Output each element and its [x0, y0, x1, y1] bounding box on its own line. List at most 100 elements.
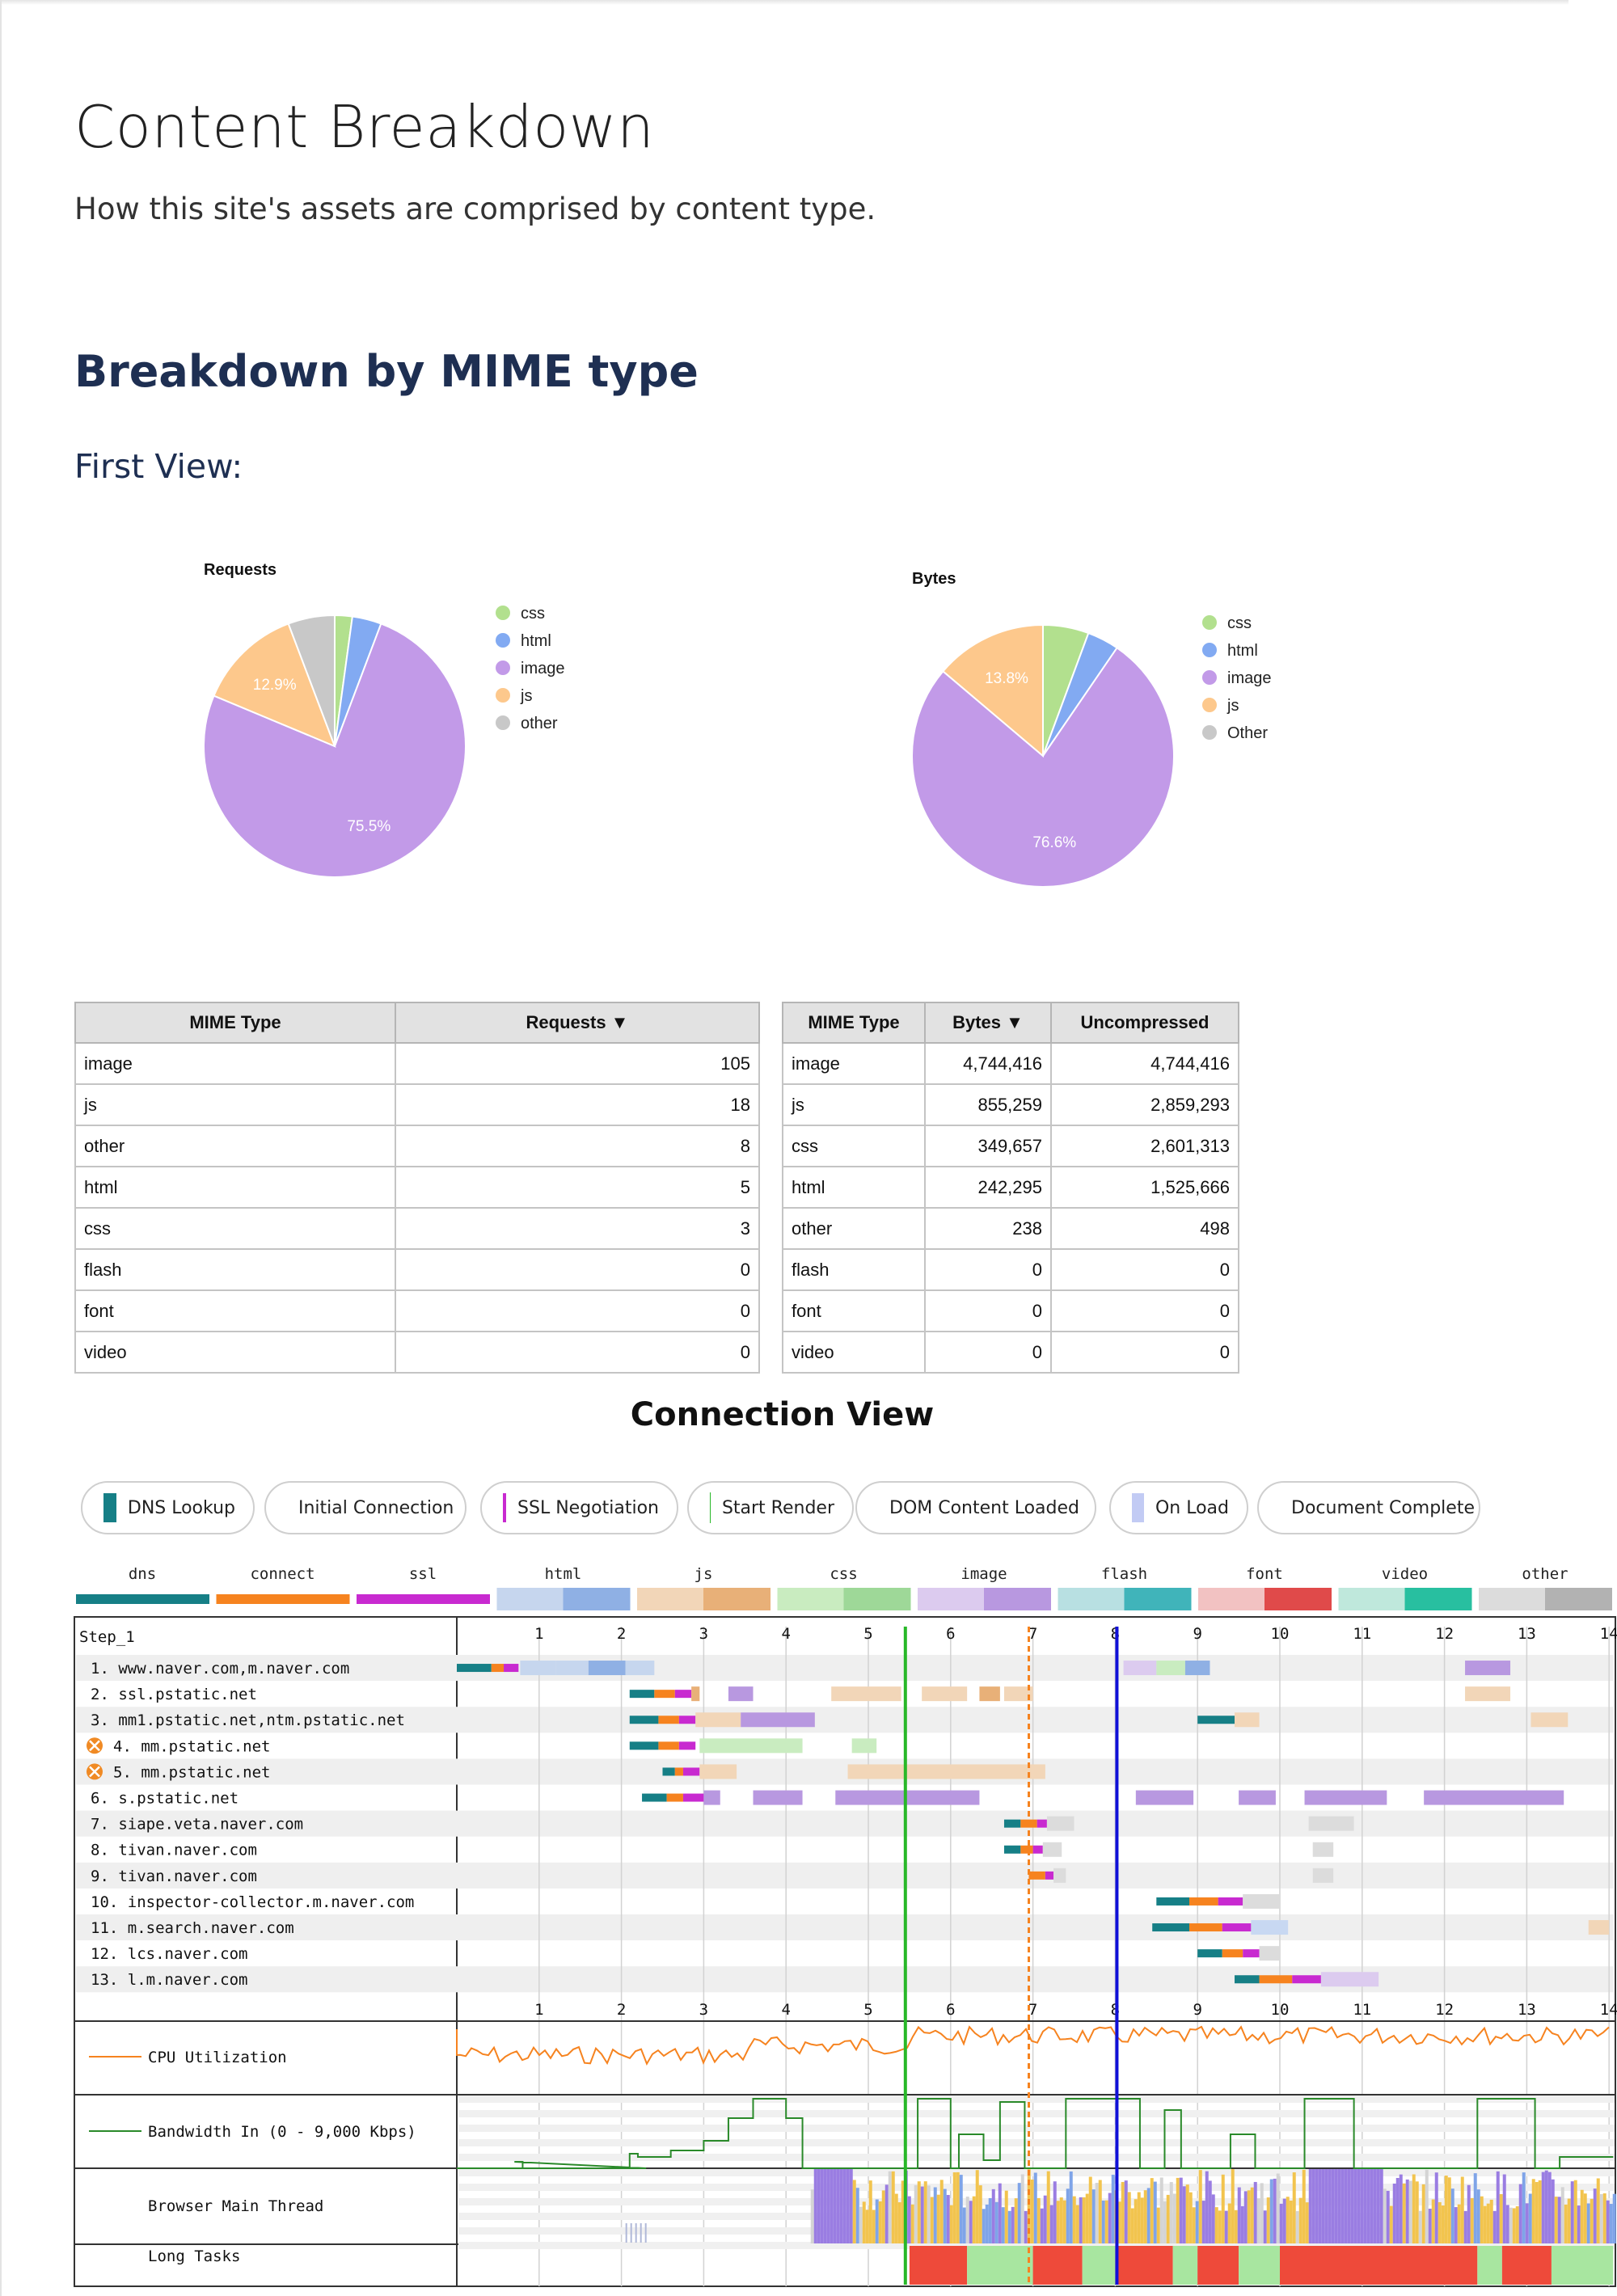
cell-uncompressed: 0 — [1050, 1248, 1239, 1291]
main-thread-activity — [1137, 2192, 1141, 2243]
main-thread-activity — [988, 2197, 992, 2243]
request-bar — [1312, 1868, 1334, 1883]
cell-mime-type: js — [782, 1083, 926, 1126]
main-thread-activity — [1457, 2204, 1461, 2243]
main-thread-activity — [1098, 2180, 1102, 2243]
main-thread-activity — [1172, 2193, 1176, 2243]
main-thread-activity — [1447, 2177, 1451, 2243]
type-legend-label-image: image — [960, 1565, 1007, 1583]
main-thread-activity — [1512, 2208, 1516, 2243]
main-thread-activity — [849, 2169, 853, 2243]
col-mime-type[interactable]: MIME Type — [782, 1002, 926, 1044]
time-tick-label: 12 — [1435, 2001, 1454, 2019]
request-bar — [1032, 1845, 1043, 1854]
cell-requests: 8 — [395, 1125, 760, 1167]
row-stripe — [76, 1862, 1614, 1889]
legend-dns-lookup: DNS Lookup — [81, 1481, 255, 1534]
main-thread-activity — [817, 2169, 821, 2243]
cell-mime-type: video — [782, 1331, 926, 1374]
legend-label: Start Render — [721, 1497, 834, 1518]
main-thread-activity — [1311, 2169, 1315, 2243]
main-thread-activity — [1573, 2180, 1577, 2243]
type-legend-label-html: html — [545, 1565, 582, 1583]
long-task-block — [1197, 2246, 1239, 2285]
main-thread-activity — [1036, 2197, 1041, 2243]
request-bar — [1588, 1920, 1610, 1935]
col-bytes-sort[interactable]: Bytes ▼ — [924, 1002, 1052, 1044]
long-task-block — [909, 2246, 968, 2285]
main-thread-activity — [836, 2169, 840, 2243]
main-thread-activity — [1088, 2176, 1092, 2243]
request-bar — [1222, 1949, 1243, 1958]
main-thread-activity — [1302, 2169, 1306, 2243]
request-bar — [555, 1661, 589, 1676]
request-bar — [831, 1686, 901, 1702]
request-bar — [682, 1793, 704, 1802]
main-thread-activity — [1415, 2181, 1419, 2243]
cell-uncompressed: 1,525,666 — [1050, 1166, 1239, 1209]
main-thread-activity — [965, 2197, 969, 2243]
main-thread-activity — [1292, 2172, 1296, 2243]
pie-slice-other — [287, 614, 336, 747]
request-bar — [1235, 1975, 1260, 1984]
main-thread-activity — [1091, 2189, 1096, 2243]
main-thread-activity — [1237, 2187, 1241, 2243]
main-thread-activity — [1121, 2181, 1125, 2243]
panel-stripe — [458, 2242, 1615, 2249]
request-bar — [1530, 1712, 1568, 1728]
main-thread-activity — [956, 2171, 960, 2243]
legend-dot-js — [1202, 698, 1217, 712]
step-label: Step_1 — [79, 1628, 135, 1646]
time-tick-label: 4 — [781, 2001, 790, 2019]
host-label: 6. s.pstatic.net — [91, 1790, 239, 1808]
row-stripe — [76, 1966, 1614, 1993]
time-tick-label: 7 — [1028, 1625, 1037, 1643]
main-thread-activity — [1043, 2195, 1047, 2243]
request-bar — [1189, 1897, 1218, 1906]
time-tick-label: 4 — [781, 1625, 790, 1643]
main-thread-activity — [1033, 2172, 1037, 2243]
main-thread-activity — [1331, 2169, 1335, 2243]
pie-slice-image — [203, 623, 467, 878]
main-thread-activity — [1412, 2174, 1416, 2243]
legend-label-css: css — [521, 605, 545, 623]
main-thread-activity — [839, 2169, 843, 2243]
request-bar — [1259, 1946, 1280, 1961]
panel-stripe — [458, 2125, 1615, 2132]
main-thread-activity — [1486, 2203, 1490, 2243]
main-thread-activity — [1340, 2169, 1345, 2243]
main-thread-activity — [978, 2185, 982, 2243]
main-thread-activity — [1544, 2170, 1548, 2243]
main-thread-activity — [1053, 2181, 1057, 2243]
col-requests-sort[interactable]: Requests ▼ — [395, 1002, 760, 1044]
main-thread-activity — [810, 2189, 814, 2243]
legend-on-load: On Load — [1109, 1481, 1248, 1534]
request-bar — [1465, 1661, 1511, 1676]
col-mime-type[interactable]: MIME Type — [74, 1002, 396, 1044]
time-tick-label: 3 — [699, 1625, 708, 1643]
row-stripe — [76, 1758, 1614, 1785]
main-thread-activity — [1606, 2200, 1610, 2243]
host-label: 5. mm.pstatic.net — [113, 1763, 270, 1781]
long-tasks-label: Long Tasks — [148, 2247, 240, 2265]
type-legend-label-js: js — [695, 1565, 713, 1583]
main-thread-activity — [1612, 2193, 1616, 2243]
time-tick-label: 5 — [863, 1625, 872, 1643]
request-bar — [1123, 1661, 1157, 1676]
main-thread-activity — [1370, 2169, 1374, 2243]
table-row: font 0 — [74, 1289, 760, 1332]
main-thread-activity — [1347, 2169, 1351, 2243]
request-bar — [699, 1764, 737, 1779]
main-thread-activity — [1577, 2205, 1581, 2243]
request-bar — [662, 1767, 675, 1776]
main-thread-activity — [1395, 2177, 1400, 2243]
pie-data-label: 75.5% — [347, 818, 391, 835]
main-thread-activity — [1441, 2205, 1445, 2243]
row-stripe — [76, 1810, 1614, 1837]
main-thread-activity — [888, 2171, 892, 2243]
main-thread-activity — [635, 2223, 637, 2243]
top-shadow — [0, 0, 1568, 5]
main-thread-activity — [1373, 2169, 1377, 2243]
col-uncompressed[interactable]: Uncompressed — [1050, 1002, 1239, 1044]
cell-requests: 0 — [395, 1331, 760, 1374]
